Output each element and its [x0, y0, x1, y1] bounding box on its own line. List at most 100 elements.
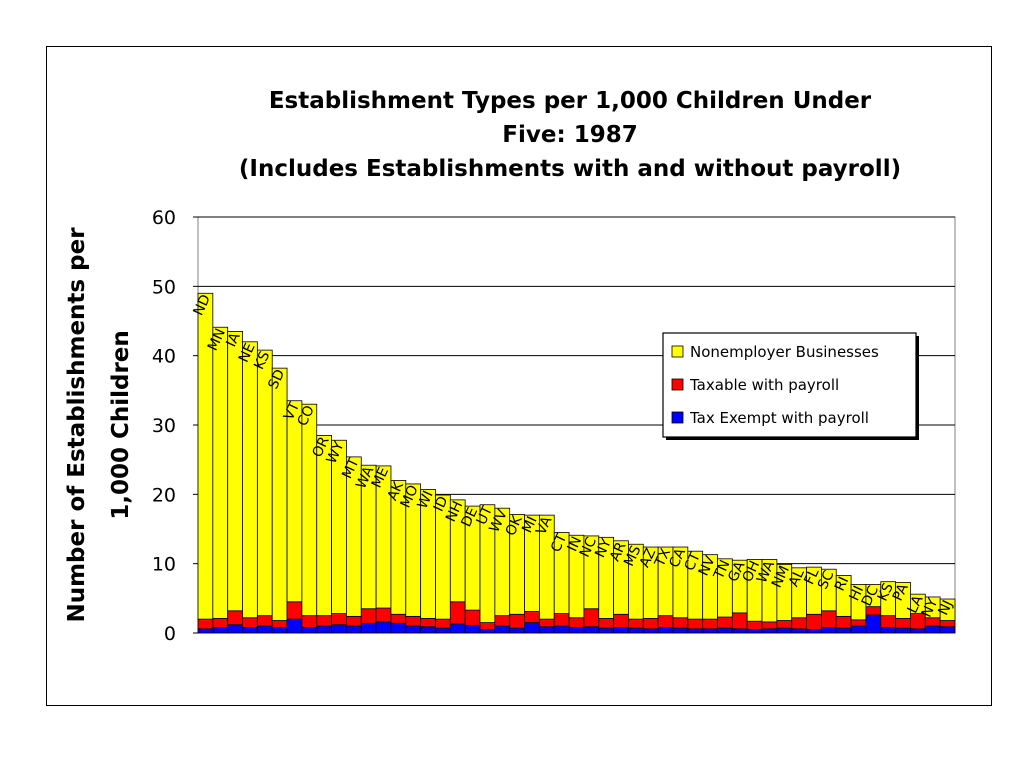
- bar-segment: [613, 627, 629, 634]
- bar-segment: [791, 628, 807, 634]
- bar-segment: [910, 628, 926, 634]
- bar-segment: [227, 624, 243, 634]
- bar-category-label: SC: [815, 568, 837, 592]
- bar-category-label: GA: [725, 559, 748, 585]
- bar-segment: [924, 625, 941, 634]
- bar-category-label: CT: [548, 531, 570, 555]
- bar-category-label: PA: [890, 581, 912, 604]
- y-tick-label: 20: [152, 484, 176, 506]
- bar-category-label: CA: [666, 546, 689, 571]
- bar-segment: [687, 618, 704, 630]
- y-tick-label: 40: [152, 346, 176, 368]
- chart-title: Establishment Types per 1,000 Children U…: [120, 84, 1020, 186]
- legend-label: Taxable with payroll: [689, 376, 839, 394]
- bar-segment: [316, 625, 332, 634]
- bar-segment: [316, 615, 332, 627]
- bar-segment: [346, 615, 362, 627]
- bar-segment: [360, 622, 377, 634]
- bar-category-label: DE: [458, 505, 481, 530]
- bar-segment: [628, 627, 644, 634]
- bar-segment: [405, 615, 422, 627]
- bar-segment: [494, 615, 511, 627]
- bar-segment: [895, 627, 911, 634]
- bar-category-label: ME: [369, 465, 392, 491]
- bar-segment: [568, 617, 585, 628]
- bar-category-label: NY: [919, 595, 942, 619]
- bar-segment: [895, 618, 911, 629]
- y-tick-label: 50: [152, 276, 176, 298]
- bar-category-label: AZ: [637, 546, 660, 570]
- bar-segment: [731, 628, 748, 634]
- bar-category-label: TX: [652, 546, 675, 570]
- bar-segment: [672, 627, 689, 634]
- bar-segment: [331, 613, 347, 626]
- bar-segment: [301, 627, 318, 634]
- bar-segment: [761, 628, 778, 634]
- bar-segment: [939, 620, 956, 628]
- bar-category-label: ID: [431, 494, 452, 514]
- bar-segment: [375, 607, 392, 623]
- bar-category-label: KS: [251, 349, 273, 372]
- bar-segment: [702, 628, 718, 634]
- bar-category-label: HI: [846, 583, 867, 603]
- bar-segment: [420, 626, 436, 634]
- bar-segment: [806, 613, 822, 630]
- legend-swatch: [671, 378, 684, 391]
- bar-segment: [301, 615, 318, 628]
- bar-category-label: DC: [859, 583, 882, 609]
- bar-segment: [687, 628, 704, 634]
- bar-category-label: NV: [696, 553, 719, 578]
- bar-segment: [791, 617, 807, 630]
- bar-segment: [331, 624, 347, 634]
- chart-title-line-2: Five: 1987: [502, 122, 638, 148]
- bar-category-label: AR: [607, 539, 630, 564]
- y-tick-label: 0: [164, 623, 176, 645]
- bar-category-label: AK: [385, 479, 408, 504]
- bar-segment: [227, 330, 243, 612]
- bar-segment: [850, 625, 867, 634]
- bar-category-label: UT: [474, 503, 497, 527]
- chart-frame: [46, 46, 992, 706]
- y-tick-label: 60: [152, 207, 176, 229]
- chart-title-line-1: Establishment Types per 1,000 Children U…: [268, 88, 872, 114]
- bar-segment: [435, 627, 451, 634]
- bar-segment: [835, 615, 852, 629]
- bar-segment: [553, 625, 570, 634]
- bar-segment: [776, 620, 793, 629]
- legend-label: Nonemployer Businesses: [690, 343, 879, 361]
- bar-category-label: NE: [236, 341, 259, 365]
- bar-segment: [256, 349, 273, 617]
- bar-segment: [657, 627, 674, 634]
- bar-segment: [628, 618, 644, 629]
- bar-segment: [850, 619, 867, 627]
- bar-category-label: MI: [519, 514, 540, 535]
- y-axis-title-line: Number of Establishments per: [64, 227, 90, 623]
- bar-segment: [746, 629, 763, 634]
- bar-segment: [642, 618, 659, 630]
- bar-segment: [717, 616, 733, 629]
- bar-segment: [553, 613, 570, 627]
- bar-segment: [464, 624, 481, 634]
- bar-category-label: WI: [415, 488, 437, 511]
- bar-segment: [524, 622, 540, 634]
- bar-segment: [776, 627, 793, 634]
- legend-label: Tax Exempt with payroll: [689, 409, 869, 427]
- bar-category-label: VA: [533, 514, 555, 538]
- bar-segment: [717, 627, 733, 634]
- bar-segment: [613, 613, 629, 628]
- bar-segment: [538, 618, 555, 628]
- bar-segment: [286, 618, 303, 634]
- bar-segment: [464, 609, 481, 626]
- bar-segment: [880, 627, 897, 634]
- bar-category-label: CO: [295, 403, 318, 429]
- bar-segment: [449, 601, 466, 625]
- bar-segment: [479, 622, 496, 630]
- bar-segment: [835, 627, 852, 634]
- bar-segment: [405, 625, 422, 634]
- legend-swatch: [671, 345, 684, 358]
- bar-segment: [449, 623, 466, 634]
- bar-segment: [197, 628, 214, 634]
- bar-segment: [242, 341, 258, 619]
- bar-segment: [821, 627, 837, 634]
